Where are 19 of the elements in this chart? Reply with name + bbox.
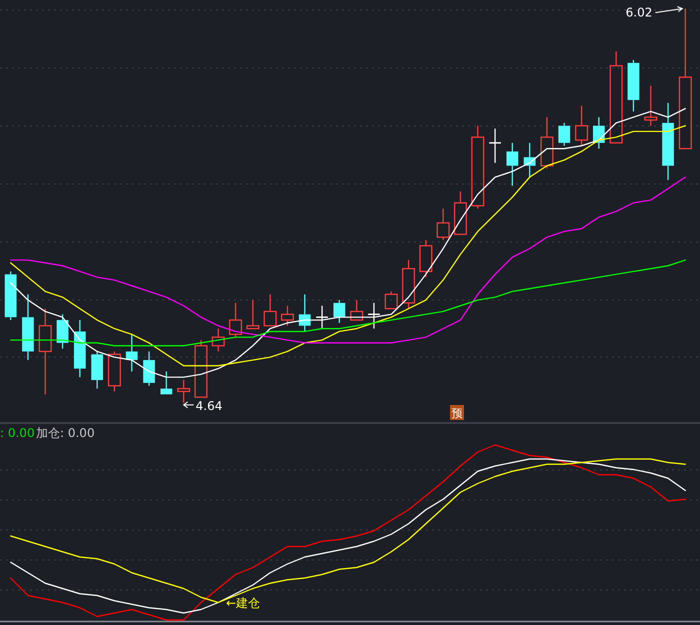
- annotation: 6.02: [626, 6, 652, 20]
- candlestick: [315, 305, 329, 330]
- candlestick: [644, 85, 658, 126]
- annotation: 4.64: [196, 398, 222, 413]
- candlestick: [4, 270, 17, 321]
- candlestick: [558, 122, 570, 146]
- candlestick: [177, 379, 190, 404]
- annotation: ←建仓: [226, 596, 260, 610]
- candlestick: [367, 302, 381, 330]
- candlestick: [488, 128, 502, 164]
- text: : 0.00: [0, 426, 35, 440]
- candlestick: [662, 102, 674, 181]
- candlestick: [91, 350, 104, 390]
- candlestick: [506, 142, 518, 186]
- candlestick: [212, 328, 225, 352]
- text: 加仓: 0.00: [36, 426, 95, 440]
- text: 预: [452, 407, 462, 420]
- candlestick: [126, 334, 138, 372]
- candlestick: [38, 308, 52, 395]
